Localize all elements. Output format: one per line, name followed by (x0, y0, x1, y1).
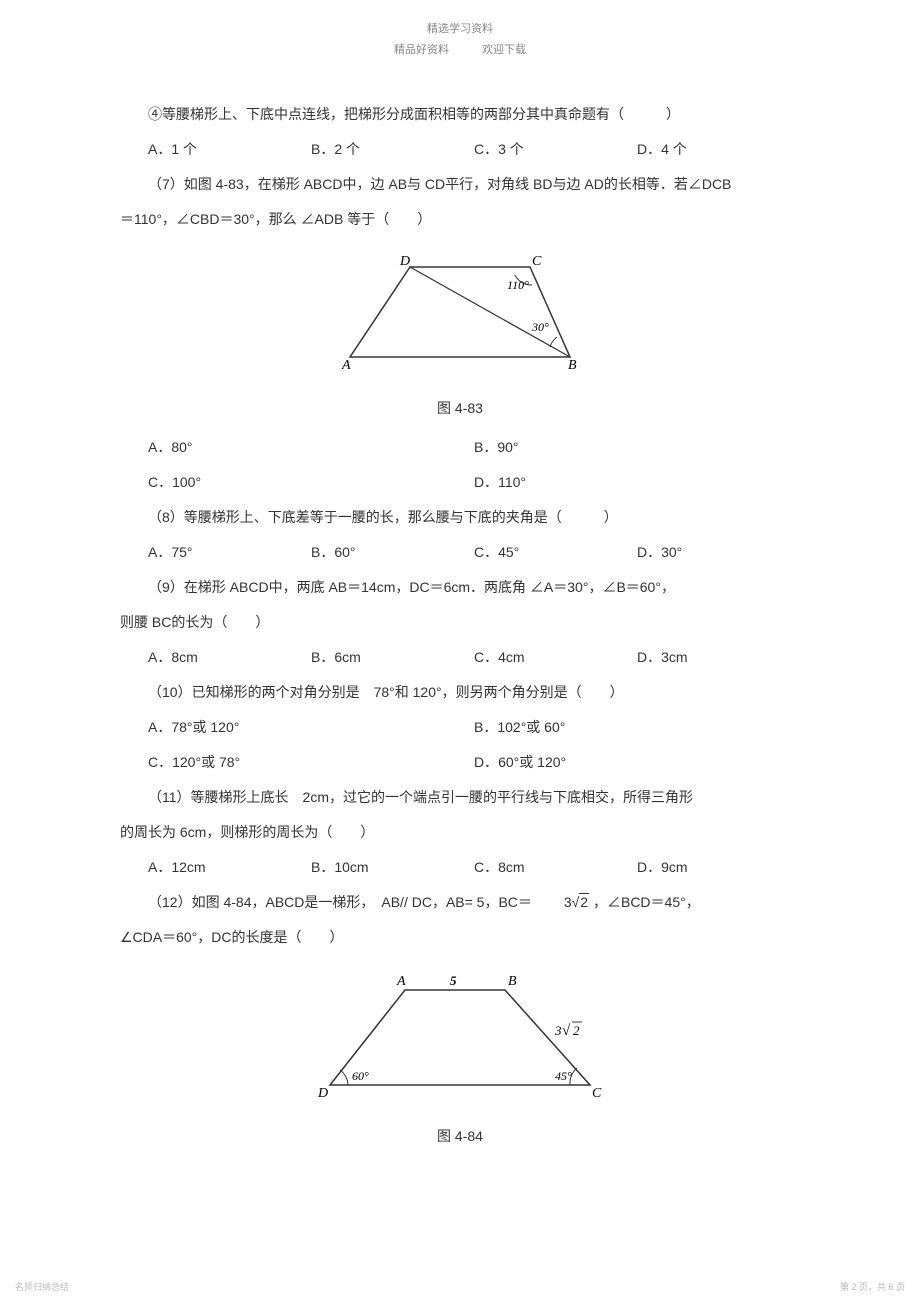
label-110: 110° (507, 278, 529, 292)
q10-option-c: C．120°或 78° (148, 745, 474, 780)
q9-option-d: D．3cm (637, 640, 800, 675)
trapezoid-shape (350, 267, 570, 357)
angle-30-arc (550, 337, 557, 347)
q12-bc-value: 3√2 (536, 885, 589, 920)
page-header-top: 精选学习资料 (120, 20, 800, 36)
q7-stem-line1: （7）如图 4-83，在梯形 ABCD中，边 AB与 CD平行，对角线 BD与边… (120, 167, 800, 202)
q12-stem-part1: （12）如图 4-84，ABCD是一梯形， AB// DC，AB= 5，BC＝ (148, 894, 532, 910)
q9-option-a: A．8cm (148, 640, 311, 675)
label2-side-radicand: 2 (573, 1023, 580, 1038)
q10-option-d: D．60°或 120° (474, 745, 800, 780)
q11-stem-line1: （11）等腰梯形上底长 2cm，过它的一个端点引一腰的平行线与下底相交，所得三角… (120, 780, 800, 815)
label2-side-coef: 3 (554, 1023, 562, 1038)
label-a: A (341, 358, 351, 373)
label-b: B (568, 358, 577, 373)
figure-4-83: A B C D 110° 30° (120, 247, 800, 380)
q7-stem-line2: ＝110°，∠CBD＝30°，那么 ∠ADB 等于（ ） (120, 202, 800, 237)
angle-60-arc (340, 1070, 348, 1085)
label2-b: B (508, 974, 517, 989)
q8-option-b: B．60° (311, 535, 474, 570)
label2-60: 60° (352, 1069, 369, 1083)
header-right-text: 欢迎下载 (467, 41, 541, 57)
q4-option-d: D．4 个 (637, 132, 800, 167)
q8-stem: （8）等腰梯形上、下底差等于一腰的长，那么腰与下底的夹角是（ ） (120, 500, 800, 535)
q12-stem-line2: ∠CDA＝60°，DC的长度是（ ） (120, 920, 800, 955)
q9-stem-line1: （9）在梯形 ABCD中，两底 AB＝14cm，DC＝6cm．两底角 ∠A＝30… (120, 570, 800, 605)
label2-45: 45° (555, 1069, 572, 1083)
q4-option-b: B．2 个 (311, 132, 474, 167)
q12-sqrt-coef: 3 (564, 894, 572, 910)
q8-option-c: C．45° (474, 535, 637, 570)
diagonal-bd (410, 267, 570, 357)
label-30: 30° (531, 320, 549, 334)
label2-a: A (396, 974, 406, 989)
q4-options: A．1 个 B．2 个 C．3 个 D．4 个 (148, 132, 800, 167)
q7-option-d: D．110° (474, 465, 800, 500)
label-d: D (399, 254, 410, 269)
q4-option-a: A．1 个 (148, 132, 311, 167)
q8-options: A．75° B．60° C．45° D．30° (148, 535, 800, 570)
q11-stem-line2: 的周长为 6cm，则梯形的周长为（ ） (120, 815, 800, 850)
q12-sqrt-radicand: 2 (579, 893, 589, 910)
label2-c: C (592, 1086, 602, 1101)
q12-stem-line1: （12）如图 4-84，ABCD是一梯形， AB// DC，AB= 5，BC＝ … (120, 885, 800, 920)
label2-side-len: 3 √ 2 (554, 1022, 582, 1039)
q7-option-c: C．100° (148, 465, 474, 500)
q12-stem-part2: ，∠BCD＝45°， (593, 894, 700, 910)
q7-options: A．80° B．90° C．100° D．110° (148, 430, 800, 500)
q9-option-b: B．6cm (311, 640, 474, 675)
q10-stem: （10）已知梯形的两个对角分别是 78°和 120°，则另两个角分别是（ ） (120, 675, 800, 710)
q10-option-b: B．102°或 60° (474, 710, 800, 745)
label2-d: D (317, 1086, 328, 1101)
q11-option-b: B．10cm (311, 850, 474, 885)
q11-option-d: D．9cm (637, 850, 800, 885)
q7-option-a: A．80° (148, 430, 474, 465)
q11-option-c: C．8cm (474, 850, 637, 885)
header-left-text: 精品好资料 (379, 41, 464, 57)
svg-text:√: √ (562, 1023, 571, 1039)
q4-statement: ④等腰梯形上、下底中点连线，把梯形分成面积相等的两部分其中真命题有（ ） (120, 97, 800, 132)
q4-option-c: C．3 个 (474, 132, 637, 167)
q10-options: A．78°或 120° B．102°或 60° C．120°或 78° D．60… (148, 710, 800, 780)
trapezoid-shape-2 (330, 990, 590, 1085)
label2-top-len: 5 (450, 973, 457, 988)
q8-option-a: A．75° (148, 535, 311, 570)
q9-stem-line2: 则腰 BC的长为（ ） (120, 605, 800, 640)
page-header-sub: 精品好资料 欢迎下载 (120, 41, 800, 57)
label-c: C (532, 254, 542, 269)
figure-4-83-caption: 图 4-83 (120, 394, 800, 422)
q9-option-c: C．4cm (474, 640, 637, 675)
q10-option-a: A．78°或 120° (148, 710, 474, 745)
q7-option-b: B．90° (474, 430, 800, 465)
q8-option-d: D．30° (637, 535, 800, 570)
figure-4-84: A B C D 5 60° 45° 3 √ 2 (120, 965, 800, 1108)
q11-option-a: A．12cm (148, 850, 311, 885)
footer-right: 第 2 页，共 6 页 (840, 1280, 905, 1293)
footer-left: 名师归纳总结 (15, 1280, 69, 1293)
q11-options: A．12cm B．10cm C．8cm D．9cm (148, 850, 800, 885)
q9-options: A．8cm B．6cm C．4cm D．3cm (148, 640, 800, 675)
figure-4-84-caption: 图 4-84 (120, 1122, 800, 1150)
